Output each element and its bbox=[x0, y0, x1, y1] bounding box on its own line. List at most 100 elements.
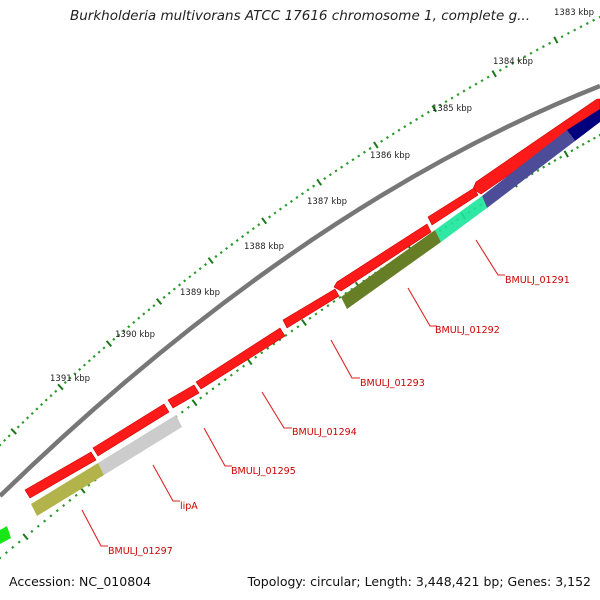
minor-tick bbox=[112, 337, 116, 341]
gene-label[interactable]: BMULJ_01291 bbox=[505, 275, 570, 286]
gene-label[interactable]: BMULJ_01295 bbox=[231, 466, 296, 477]
minor-tick bbox=[36, 524, 40, 528]
major-tick bbox=[10, 428, 17, 435]
minor-tick bbox=[147, 308, 151, 312]
minor-tick bbox=[82, 363, 87, 367]
minor-tick bbox=[587, 139, 591, 143]
minor-tick bbox=[308, 316, 312, 320]
minor-tick bbox=[566, 31, 570, 35]
minor-tick bbox=[63, 380, 67, 385]
feature-green[interactable] bbox=[0, 526, 11, 544]
minor-tick bbox=[7, 434, 11, 438]
minor-tick bbox=[547, 162, 551, 166]
feature-slate[interactable] bbox=[482, 130, 575, 208]
minor-tick bbox=[385, 136, 389, 140]
cds-feature[interactable] bbox=[333, 223, 432, 292]
feature-olive[interactable] bbox=[341, 230, 441, 309]
minor-tick bbox=[230, 242, 234, 247]
minor-tick bbox=[332, 299, 336, 304]
minor-tick bbox=[535, 48, 539, 52]
minor-tick bbox=[444, 100, 448, 104]
minor-tick bbox=[16, 425, 20, 429]
minor-tick bbox=[260, 351, 264, 355]
minor-tick bbox=[548, 41, 552, 45]
minor-tick bbox=[468, 86, 472, 90]
minor-tick bbox=[581, 142, 585, 146]
minor-tick bbox=[35, 407, 39, 411]
minor-tick bbox=[290, 329, 294, 333]
minor-tick bbox=[55, 509, 59, 513]
major-tick bbox=[431, 105, 437, 113]
minor-tick bbox=[474, 82, 478, 86]
minor-tick bbox=[559, 155, 563, 159]
gene-label[interactable]: BMULJ_01292 bbox=[435, 325, 500, 336]
cds-track bbox=[24, 98, 600, 499]
major-tick bbox=[553, 36, 559, 44]
tick-label-1389: 1389 kbp bbox=[180, 288, 220, 298]
minor-tick bbox=[326, 304, 330, 308]
minor-tick bbox=[345, 161, 349, 165]
minor-tick bbox=[541, 45, 545, 49]
tick-label-1386: 1386 kbp bbox=[370, 151, 410, 161]
minor-tick bbox=[517, 58, 521, 62]
feature-aqua[interactable] bbox=[435, 196, 487, 242]
minor-tick bbox=[142, 312, 146, 316]
gene-label[interactable]: BMULJ_01297 bbox=[108, 546, 173, 557]
inner-tick-ring bbox=[0, 133, 600, 560]
minor-tick bbox=[576, 146, 580, 150]
tick-label-1391: 1391 kbp bbox=[50, 374, 90, 384]
minor-tick bbox=[73, 372, 77, 376]
minor-tick bbox=[127, 325, 131, 329]
minor-tick bbox=[462, 89, 466, 93]
minor-tick bbox=[542, 165, 546, 169]
minor-tick bbox=[498, 68, 502, 72]
minor-tick bbox=[198, 267, 202, 271]
leader-line bbox=[152, 464, 180, 502]
minor-tick bbox=[211, 387, 215, 391]
leader-line bbox=[407, 287, 437, 327]
minor-tick bbox=[351, 158, 355, 162]
minor-tick bbox=[235, 238, 239, 243]
minor-tick bbox=[11, 545, 15, 549]
gene-label[interactable]: lipA bbox=[180, 501, 198, 512]
leader-line bbox=[330, 339, 360, 379]
minor-tick bbox=[203, 263, 208, 267]
feature-khaki[interactable] bbox=[31, 463, 104, 516]
minor-tick bbox=[334, 169, 338, 173]
minor-tick bbox=[225, 246, 229, 251]
minor-tick bbox=[132, 320, 136, 324]
minor-tick bbox=[39, 403, 44, 407]
cds-feature[interactable] bbox=[195, 327, 286, 390]
cds-feature[interactable] bbox=[282, 288, 340, 329]
cds-feature[interactable] bbox=[427, 187, 479, 226]
minor-tick bbox=[177, 283, 182, 287]
minor-tick bbox=[223, 378, 227, 382]
gene-label[interactable]: BMULJ_01294 bbox=[292, 427, 357, 438]
genome-summary-text: Topology: circular; Length: 3,448,421 bp… bbox=[247, 574, 591, 589]
outer-tick-ring bbox=[0, 15, 600, 447]
gene-label[interactable]: BMULJ_01293 bbox=[360, 378, 425, 389]
tick-labels: 1383 kbp 1384 kbp 1385 kbp 1386 kbp 1387… bbox=[50, 8, 594, 384]
minor-tick bbox=[122, 329, 126, 333]
tick-label-1390: 1390 kbp bbox=[115, 330, 155, 340]
minor-tick bbox=[284, 203, 288, 207]
minor-tick bbox=[214, 254, 218, 259]
minor-tick bbox=[152, 304, 156, 308]
minor-tick bbox=[78, 367, 82, 372]
minor-tick bbox=[312, 184, 316, 188]
major-tick bbox=[207, 257, 214, 265]
gene-labels: BMULJ_01291 BMULJ_01292 BMULJ_01293 BMUL… bbox=[108, 275, 570, 557]
minor-tick bbox=[368, 147, 372, 151]
minor-tick bbox=[257, 223, 261, 227]
minor-tick bbox=[585, 22, 589, 25]
minor-tick bbox=[193, 271, 197, 275]
cds-feature[interactable] bbox=[24, 451, 97, 499]
cds-feature[interactable] bbox=[92, 403, 170, 457]
minor-tick bbox=[570, 149, 574, 153]
minor-tick bbox=[278, 207, 282, 211]
cds-feature[interactable] bbox=[167, 384, 200, 409]
feature-navy[interactable] bbox=[567, 109, 600, 141]
feature-grey[interactable] bbox=[98, 415, 182, 475]
minor-tick bbox=[17, 540, 21, 544]
minor-tick bbox=[536, 168, 540, 172]
